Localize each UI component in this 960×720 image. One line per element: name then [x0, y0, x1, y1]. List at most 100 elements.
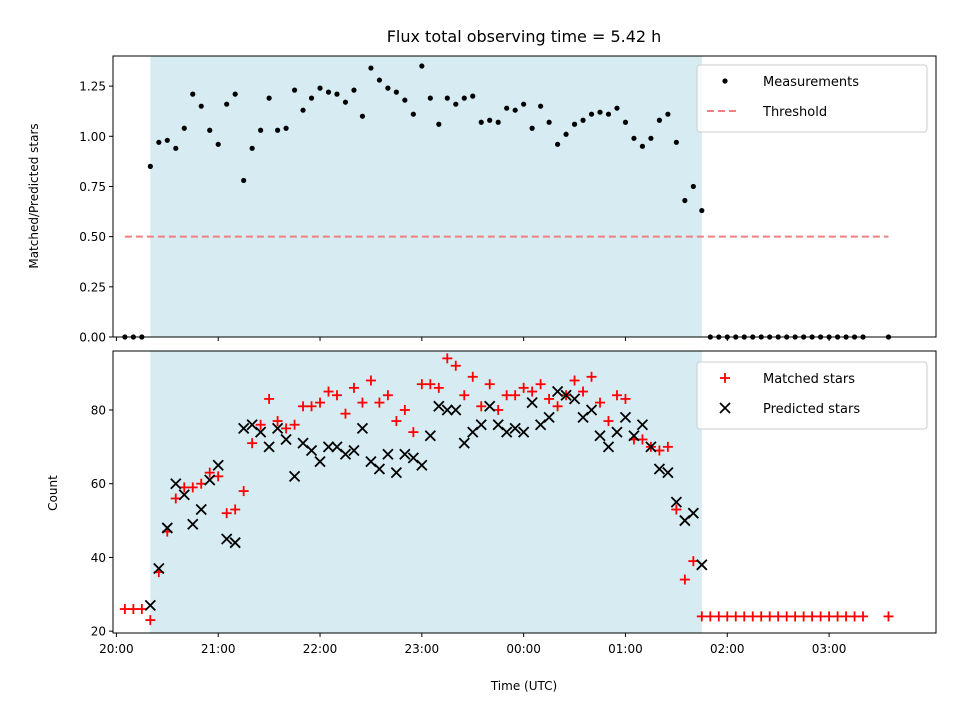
matched-star-point — [654, 445, 665, 456]
x-tick-label: 20:00 — [99, 642, 134, 656]
matched-star-point — [382, 390, 393, 401]
y-tick-label: 1.00 — [79, 130, 106, 144]
predicted-star-point — [653, 463, 666, 475]
measurement-point — [266, 95, 272, 101]
measurement-point — [232, 91, 238, 97]
matched-star-point — [459, 390, 470, 401]
measurement-point — [393, 89, 399, 95]
predicted-star-point — [433, 400, 445, 412]
x-tick-label: 00:00 — [506, 642, 541, 656]
axes-frame — [112, 55, 937, 338]
y-tick-label: 80 — [91, 403, 106, 417]
predicted-star-point — [696, 559, 708, 571]
matched-star-point — [501, 390, 512, 401]
x-tick-label: 23:00 — [405, 642, 440, 656]
predicted-star-point — [611, 426, 623, 438]
matched-star-point — [196, 478, 207, 489]
legend-box — [696, 64, 928, 133]
matched-star-point — [128, 604, 139, 615]
matched-star-point — [527, 386, 538, 397]
predicted-star-point — [475, 419, 487, 431]
measurement-point — [410, 111, 416, 117]
matched-star-point — [416, 379, 427, 390]
legend-box — [696, 361, 928, 430]
measurement-point — [597, 109, 603, 115]
matched-star-point — [611, 390, 622, 401]
x-axis-label: Time (UTC) — [490, 679, 557, 693]
measurement-point — [190, 91, 196, 97]
predicted-star-point — [543, 411, 555, 423]
y-tick-label: 0.75 — [79, 180, 106, 194]
measurement-point — [385, 85, 391, 91]
matched-star-point — [331, 390, 342, 401]
x-tick-label: 01:00 — [608, 642, 643, 656]
predicted-star-point — [619, 411, 632, 423]
predicted-star-point — [212, 459, 224, 471]
top-y-axis-label: Matched/Predicted stars — [27, 123, 41, 268]
measurement-point — [538, 103, 544, 109]
predicted-star-point — [238, 422, 250, 435]
matched-star-point — [255, 419, 266, 430]
predicted-star-point — [501, 426, 513, 438]
predicted-star-point — [314, 455, 326, 468]
matched-star-point — [756, 611, 767, 622]
matched-star-point — [289, 419, 300, 430]
matched-star-point — [484, 379, 495, 390]
measurement-point — [444, 95, 450, 101]
predicted-star-point — [229, 537, 241, 549]
matched-star-point — [747, 611, 758, 622]
predicted-star-point — [594, 430, 606, 442]
y-tick-label: 0.00 — [79, 331, 106, 345]
measurement-point — [673, 139, 679, 145]
predicted-star-point — [602, 441, 615, 453]
top-chart-title: Flux total observing time = 5.42 h — [387, 27, 662, 46]
measurement-point — [164, 137, 170, 143]
measurement-point — [453, 101, 459, 107]
matched-star-point — [348, 382, 359, 393]
predicted-star-point — [288, 470, 301, 482]
predicted-star-point — [628, 430, 640, 442]
matched-star-point — [798, 611, 809, 622]
measurement-point — [317, 85, 323, 91]
matched-star-point — [739, 611, 750, 622]
measurement-point — [648, 135, 654, 141]
predicted-star-point — [254, 426, 267, 438]
measurement-point — [207, 127, 213, 133]
measurement-point — [173, 145, 179, 151]
predicted-star-point — [271, 422, 284, 435]
measurement-point — [249, 145, 255, 151]
observing-window-shade — [150, 351, 702, 633]
predicted-star-point — [416, 459, 428, 471]
predicted-star-point — [322, 441, 335, 453]
matched-star-point — [790, 611, 801, 622]
matched-star-point — [467, 371, 478, 382]
matched-star-point — [323, 386, 334, 397]
predicted-star-point — [441, 404, 453, 416]
measurement-point — [181, 125, 187, 131]
predicted-star-point — [382, 448, 394, 460]
measurement-point — [427, 95, 433, 101]
predicted-star-point — [645, 441, 657, 453]
measurement-point — [622, 119, 629, 125]
measurement-point — [215, 141, 221, 147]
predicted-star-point — [373, 463, 386, 475]
matched-star-point — [713, 611, 724, 622]
matched-star-point — [773, 611, 784, 622]
matched-star-point — [832, 611, 843, 622]
measurement-point — [682, 197, 688, 204]
matched-star-point — [807, 611, 818, 622]
measurement-point — [241, 177, 247, 184]
matched-star-point — [136, 604, 147, 615]
predicted-star-point — [263, 441, 275, 453]
matched-star-point — [679, 574, 690, 585]
matched-star-point — [230, 504, 241, 515]
measurement-point — [359, 113, 366, 119]
predicted-star-point — [305, 444, 318, 457]
measurement-point — [368, 65, 374, 71]
measurement-point — [690, 183, 696, 190]
y-tick-label: 0.50 — [79, 230, 106, 244]
measurement-point — [198, 103, 204, 109]
matched-star-point — [179, 482, 190, 493]
matched-star-point — [408, 427, 419, 438]
matched-star-point — [272, 416, 283, 427]
